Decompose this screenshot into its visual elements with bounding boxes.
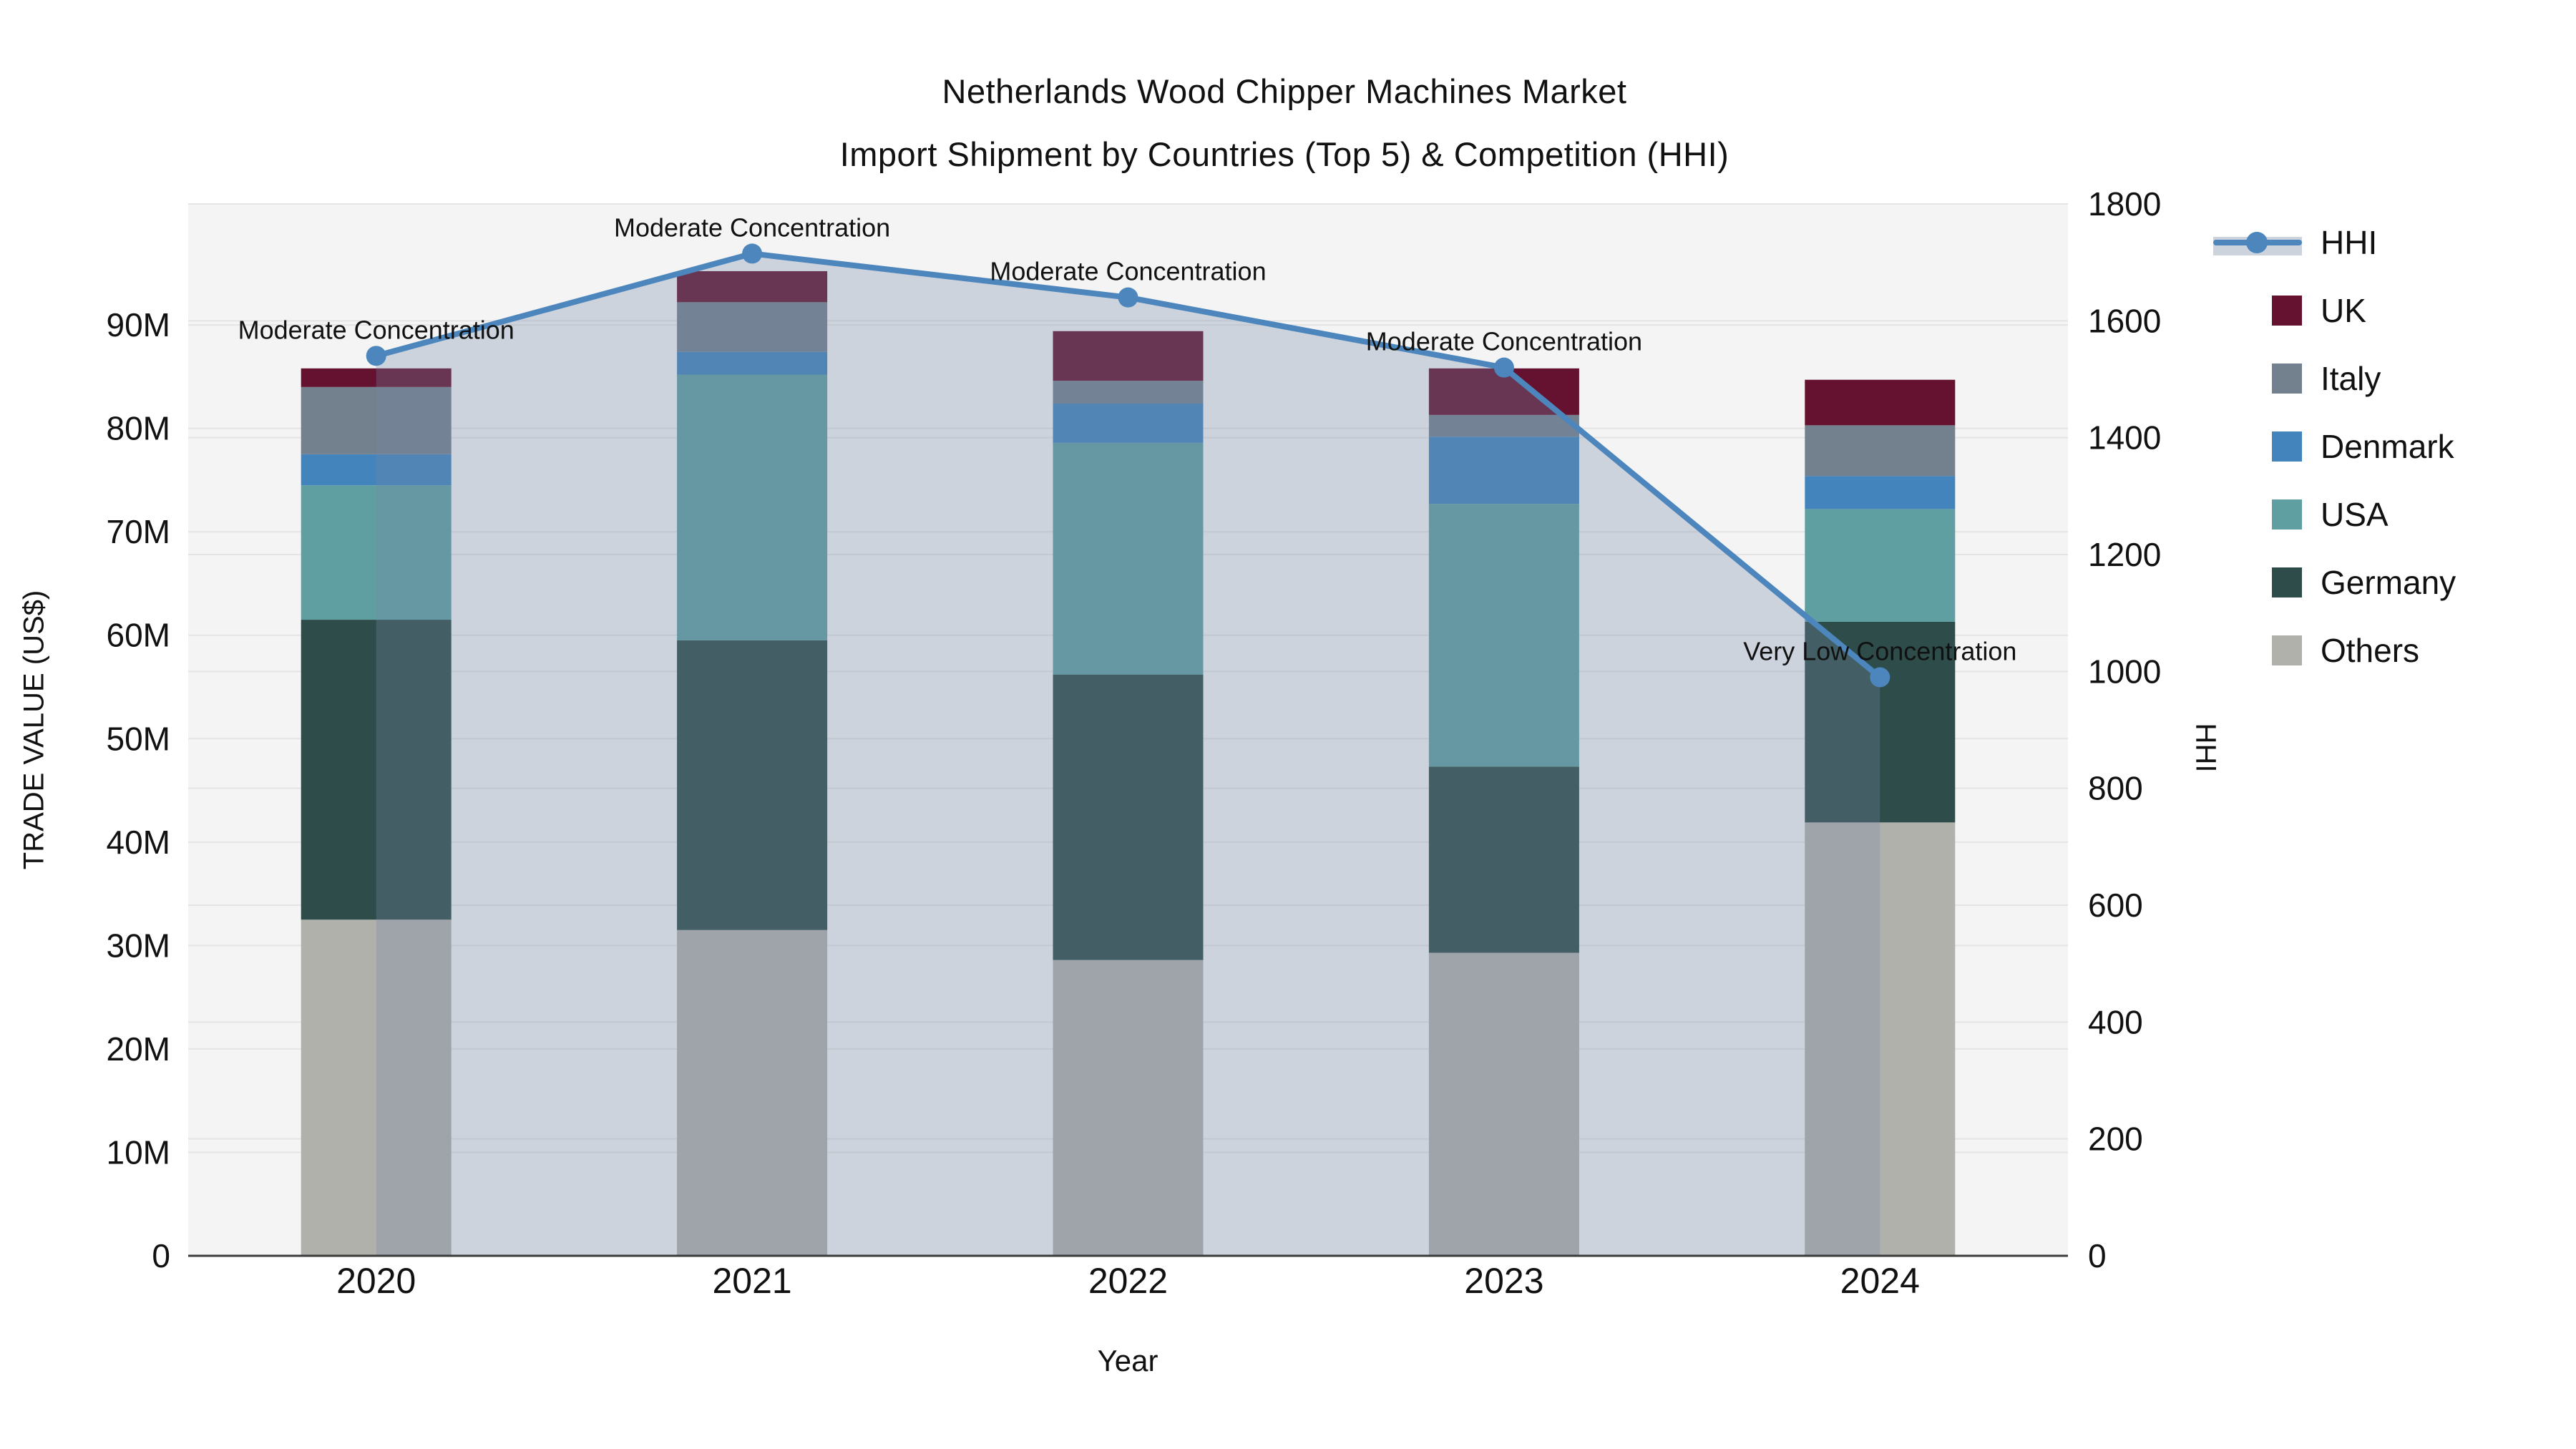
- bar-segment-Germany-2023[interactable]: [1428, 766, 1579, 953]
- y-left-tick-60M: 60M: [107, 617, 170, 654]
- chart-title-line2: Import Shipment by Countries (Top 5) & C…: [839, 135, 1729, 173]
- legend-item-italy[interactable]: Italy: [2272, 356, 2456, 401]
- x-tick-2024: 2024: [1840, 1261, 1920, 1301]
- usa-swatch-icon: [2272, 499, 2302, 530]
- bar-segment-Germany-2020[interactable]: [301, 620, 452, 920]
- y-right-tick-600: 600: [2088, 887, 2143, 924]
- bar-segment-Italy-2021[interactable]: [677, 302, 828, 352]
- bar-segment-Others-2020[interactable]: [301, 919, 452, 1256]
- hhi-marker-2024[interactable]: [1870, 667, 1890, 688]
- annotation-2023: Moderate Concentration: [1366, 327, 1642, 356]
- y-left-tick-70M: 70M: [107, 513, 170, 550]
- bar-segment-Italy-2024[interactable]: [1805, 425, 1956, 477]
- bar-segment-Others-2022[interactable]: [1053, 960, 1204, 1256]
- legend-item-germany[interactable]: Germany: [2272, 560, 2456, 605]
- bar-segment-USA-2022[interactable]: [1053, 442, 1204, 675]
- chart-title-line1: Netherlands Wood Chipper Machines Market: [942, 72, 1627, 110]
- hhi-marker-2022[interactable]: [1118, 287, 1138, 308]
- y-right-tick-200: 200: [2088, 1121, 2143, 1158]
- x-tick-2020: 2020: [336, 1261, 416, 1301]
- bar-segment-UK-2022[interactable]: [1053, 331, 1204, 381]
- bar-segment-Others-2023[interactable]: [1428, 952, 1579, 1256]
- bar-segment-UK-2020[interactable]: [301, 368, 452, 387]
- others-swatch-icon: [2272, 635, 2302, 665]
- x-tick-2023: 2023: [1464, 1261, 1543, 1301]
- bar-segment-Denmark-2022[interactable]: [1053, 403, 1204, 443]
- y-right-tick-1800: 1800: [2088, 185, 2161, 223]
- y-left-tick-80M: 80M: [107, 410, 170, 447]
- hhi-area-fill: [376, 253, 1880, 1257]
- x-axis-title: Year: [1097, 1344, 1158, 1377]
- y-axis-right-title: HHI: [2190, 723, 2222, 773]
- legend-label: UK: [2321, 292, 2366, 329]
- legend-label: HHI: [2321, 224, 2378, 261]
- y-right-tick-1000: 1000: [2088, 653, 2161, 690]
- bar-segment-UK-2024[interactable]: [1805, 379, 1956, 426]
- bar-segment-UK-2021[interactable]: [677, 270, 828, 303]
- legend-label: Denmark: [2321, 428, 2454, 465]
- y-left-tick-90M: 90M: [107, 306, 170, 343]
- legend-item-uk[interactable]: UK: [2272, 288, 2456, 333]
- hhi-marker-2020[interactable]: [366, 346, 386, 366]
- bar-segment-Italy-2020[interactable]: [301, 386, 452, 454]
- legend-label: Italy: [2321, 360, 2381, 397]
- legend-label: USA: [2321, 496, 2389, 533]
- y-right-tick-400: 400: [2088, 1003, 2143, 1040]
- x-tick-2021: 2021: [712, 1261, 791, 1301]
- bar-segment-Italy-2022[interactable]: [1053, 381, 1204, 404]
- y-right-tick-1600: 1600: [2088, 302, 2161, 339]
- italy-swatch-icon: [2272, 364, 2302, 394]
- bar-segment-Denmark-2024[interactable]: [1805, 476, 1956, 509]
- y-axis-left-title: TRADE VALUE (US$): [18, 590, 50, 870]
- y-left-tick-0: 0: [152, 1237, 170, 1274]
- annotation-2021: Moderate Concentration: [614, 213, 890, 242]
- legend-item-hhi[interactable]: HHI: [2213, 220, 2456, 265]
- legend-label: Germany: [2321, 564, 2457, 601]
- y-right-tick-1400: 1400: [2088, 419, 2161, 457]
- y-right-tick-0: 0: [2088, 1237, 2107, 1274]
- annotation-2020: Moderate Concentration: [238, 315, 514, 344]
- bar-segment-Others-2021[interactable]: [677, 930, 828, 1256]
- bar-segment-Denmark-2021[interactable]: [677, 351, 828, 375]
- y-right-tick-1200: 1200: [2088, 536, 2161, 573]
- bar-segment-USA-2021[interactable]: [677, 374, 828, 640]
- hhi-legend-sample-icon: [2213, 228, 2302, 258]
- hhi-marker-2023[interactable]: [1493, 357, 1514, 378]
- legend-item-usa[interactable]: USA: [2272, 492, 2456, 537]
- bar-segment-Germany-2024[interactable]: [1805, 621, 1956, 823]
- y-left-tick-10M: 10M: [107, 1133, 170, 1171]
- annotation-2024: Very Low Concentration: [1743, 637, 2016, 666]
- x-tick-2022: 2022: [1088, 1261, 1168, 1301]
- legend-item-others[interactable]: Others: [2272, 628, 2456, 673]
- y-right-tick-800: 800: [2088, 770, 2143, 807]
- y-left-tick-30M: 30M: [107, 927, 170, 964]
- legend-item-denmark[interactable]: Denmark: [2272, 424, 2456, 469]
- bar-segment-Denmark-2023[interactable]: [1428, 436, 1579, 504]
- uk-swatch-icon: [2272, 296, 2302, 326]
- germany-swatch-icon: [2272, 567, 2302, 597]
- y-left-tick-40M: 40M: [107, 824, 170, 861]
- hhi-marker-2021[interactable]: [742, 243, 763, 264]
- bar-segment-Denmark-2020[interactable]: [301, 454, 452, 486]
- bar-segment-Others-2024[interactable]: [1805, 822, 1956, 1256]
- legend: HHI UK Italy Denmark USA Germany Others: [2213, 220, 2456, 673]
- denmark-swatch-icon: [2272, 431, 2302, 462]
- y-left-tick-20M: 20M: [107, 1030, 170, 1068]
- y-left-tick-50M: 50M: [107, 720, 170, 757]
- bar-segment-Italy-2023[interactable]: [1428, 414, 1579, 437]
- bar-segment-Germany-2021[interactable]: [677, 640, 828, 930]
- bar-segment-USA-2023[interactable]: [1428, 504, 1579, 767]
- bar-segment-Germany-2022[interactable]: [1053, 674, 1204, 960]
- bar-segment-USA-2020[interactable]: [301, 485, 452, 620]
- bar-segment-USA-2024[interactable]: [1805, 509, 1956, 622]
- annotation-2022: Moderate Concentration: [990, 257, 1266, 286]
- legend-label: Others: [2321, 632, 2420, 669]
